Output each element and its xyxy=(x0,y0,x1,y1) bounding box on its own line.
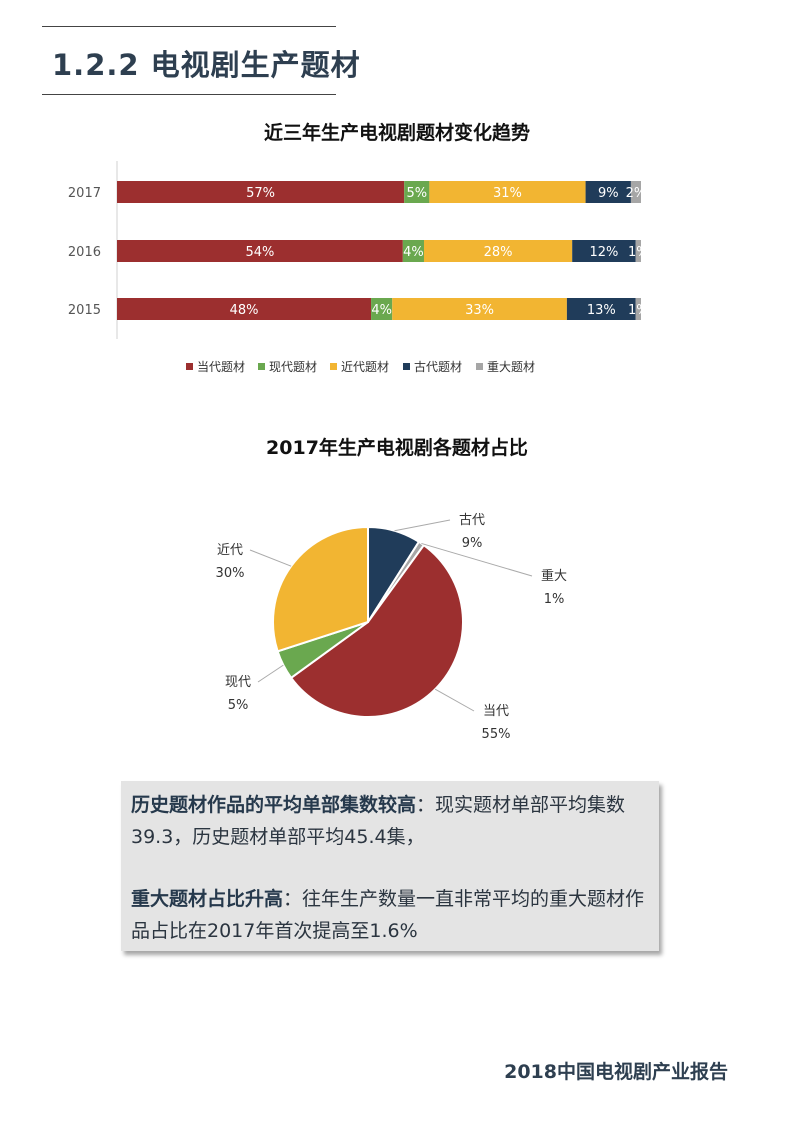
bar-data-label: 1% xyxy=(628,245,649,260)
header-rule-bottom xyxy=(42,94,336,95)
note-heading-2: 重大题材占比升高 xyxy=(131,888,284,910)
legend-swatch xyxy=(186,363,193,370)
legend-swatch xyxy=(476,363,483,370)
ytick-label: 2017 xyxy=(68,186,101,201)
bar-data-label: 13% xyxy=(587,303,616,318)
pie-slice-name: 古代 xyxy=(459,513,485,528)
pie-leader-line xyxy=(434,688,475,712)
note-heading-1: 历史题材作品的平均单部集数较高 xyxy=(131,794,417,816)
bar-segment xyxy=(117,181,405,203)
bar-chart-title: 近三年生产电视剧题材变化趋势 xyxy=(263,122,530,144)
legend-label: 近代题材 xyxy=(341,360,389,374)
bar-data-label: 12% xyxy=(589,245,618,260)
bar-data-label: 4% xyxy=(371,303,392,318)
bar-data-label: 2% xyxy=(626,186,647,201)
legend-label: 重大题材 xyxy=(487,360,535,374)
pie-slice-value: 1% xyxy=(544,592,565,607)
note-paragraph-2: 重大题材占比升高：往年生产数量一直非常平均的重大题材作品占比在2017年首次提高… xyxy=(131,883,649,947)
pie-slice-value: 30% xyxy=(216,566,245,581)
legend-label: 当代题材 xyxy=(197,360,245,374)
bar-data-label: 57% xyxy=(246,186,275,201)
bar-data-label: 4% xyxy=(403,245,424,260)
bar-data-label: 9% xyxy=(598,186,619,201)
bar-segment xyxy=(117,240,403,262)
pie-slice xyxy=(272,525,369,653)
bar-segment xyxy=(635,298,641,320)
legend-swatch xyxy=(403,363,410,370)
pie-slice-name: 当代 xyxy=(483,704,509,719)
pie-leader-line xyxy=(394,519,451,532)
summary-note-box: 历史题材作品的平均单部集数较高：现实题材单部平均集数39.3，历史题材单部平均4… xyxy=(121,781,659,951)
legend-label: 现代题材 xyxy=(269,360,317,374)
stacked-bar-chart: 2017 57% 5% 31% 9% 2% 2016 54% 4% 28% 12% 1% 2015 48%… xyxy=(68,161,649,374)
pie-slice-value: 55% xyxy=(482,727,511,742)
pie-chart-title: 2017年生产电视剧各题材占比 xyxy=(266,437,528,459)
ytick-label: 2015 xyxy=(68,303,101,318)
pie-slice-name: 重大 xyxy=(541,568,567,584)
pie-slice-value: 5% xyxy=(228,698,249,713)
section-title: 1.2.2 电视剧生产题材 xyxy=(52,48,361,82)
note-text-1: ：现实题材单部平均集数39.3，历史题材单部平均45.4集， xyxy=(131,794,626,848)
legend-swatch xyxy=(330,363,337,370)
legend-label: 古代题材 xyxy=(414,359,462,374)
bar-segment xyxy=(117,298,372,320)
pie-slice-value: 9% xyxy=(462,536,483,551)
pie-slice-name: 近代 xyxy=(217,543,243,558)
header-rule-top xyxy=(42,26,336,27)
pie-leader-line xyxy=(257,664,284,683)
report-footer-title: 2018中国电视剧产业报告 xyxy=(504,1061,728,1083)
bar-data-label: 5% xyxy=(406,186,427,201)
bar-data-label: 28% xyxy=(484,245,513,260)
bar-data-label: 31% xyxy=(493,186,522,201)
bar-segment xyxy=(371,298,393,320)
pie-leader-line xyxy=(421,542,533,577)
bar-segment xyxy=(402,240,424,262)
bar-segment xyxy=(630,181,641,203)
pie-slice xyxy=(289,543,464,718)
bar-segment xyxy=(404,181,430,203)
bar-data-label: 48% xyxy=(230,303,259,318)
legend-swatch xyxy=(258,363,265,370)
note-text-2: ：往年生产数量一直非常平均的重大题材作品占比在2017年首次提高至1.6% xyxy=(131,888,645,942)
bar-data-label: 54% xyxy=(245,245,274,260)
pie-chart: 古代 9% 重大 1% 当代 55% 现代 5% 近代 30% xyxy=(216,513,567,742)
bar-data-label: 33% xyxy=(465,303,494,318)
bar-data-label: 1% xyxy=(628,303,649,318)
bar-segment xyxy=(572,240,636,262)
bar-segment xyxy=(635,240,641,262)
bar-segment xyxy=(585,181,631,203)
pie-leader-line xyxy=(249,549,292,567)
bar-segment xyxy=(429,181,586,203)
ytick-label: 2016 xyxy=(68,245,101,260)
pie-slice-name: 现代 xyxy=(225,675,251,690)
bar-segment xyxy=(566,298,636,320)
bar-segment xyxy=(423,240,573,262)
bar-segment xyxy=(392,298,567,320)
note-paragraph-1: 历史题材作品的平均单部集数较高：现实题材单部平均集数39.3，历史题材单部平均4… xyxy=(131,789,649,853)
